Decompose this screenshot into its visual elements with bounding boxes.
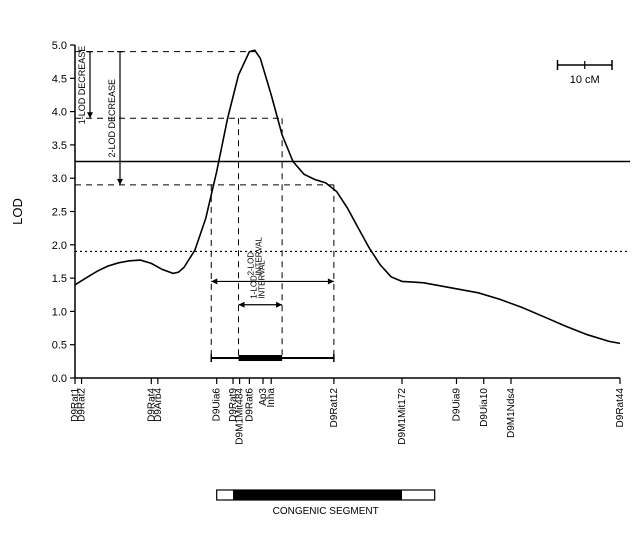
two-lod-decrease-label: 2-LOD DECREASE	[107, 79, 117, 158]
scale-bar-label: 10 cM	[570, 74, 600, 86]
chart-bg	[0, 0, 640, 559]
one-lod-interval-bar	[239, 355, 283, 361]
congenic-fill	[233, 490, 402, 500]
lod-chart-svg: 0.0 0.5 1.0 1.5 2.0 2.5 3.0 3.5 4.0 4.5 5.0 LOD 1-LO…	[0, 0, 640, 559]
x-marker-label: D9Rat6	[244, 388, 255, 422]
x-marker-label: D9Rat44	[615, 388, 626, 428]
x-marker-label: D9Uia10	[479, 388, 490, 427]
x-marker-label: D9Rat2	[77, 388, 88, 422]
y-tick-label: 4.0	[52, 107, 67, 119]
x-marker-label: Inha	[266, 388, 277, 408]
y-tick-label: 3.0	[52, 173, 67, 185]
x-marker-label: D9M1Nds4	[506, 388, 517, 438]
one-lod-decrease-label: 1-LOD DECREASE	[77, 46, 87, 125]
x-marker-label: D9Uia9	[452, 388, 463, 422]
y-tick-label: 0.0	[52, 373, 67, 385]
x-marker-label: D9Rat12	[329, 388, 340, 428]
y-tick-label: 4.5	[52, 73, 67, 85]
y-tick-label: 5.0	[52, 40, 67, 52]
y-tick-label: 3.5	[52, 140, 67, 152]
y-tick-label: 1.5	[52, 273, 67, 285]
congenic-label: CONGENIC SEGMENT	[273, 506, 379, 517]
y-tick-label: 1.0	[52, 306, 67, 318]
y-tick-label: 2.5	[52, 207, 67, 219]
x-marker-label: D9Arb4	[153, 388, 164, 422]
lod-chart: 0.0 0.5 1.0 1.5 2.0 2.5 3.0 3.5 4.0 4.5 5.0 LOD 1-LO…	[0, 0, 640, 559]
x-marker-label: D9M1Mit172	[397, 388, 408, 445]
two-lod-interval-label-b: INTERVAL	[255, 236, 264, 275]
y-tick-label: 0.5	[52, 340, 67, 352]
x-marker-label: D9Uia6	[212, 388, 223, 422]
y-tick-label: 2.0	[52, 240, 67, 252]
y-axis-label: LOD	[10, 198, 25, 225]
